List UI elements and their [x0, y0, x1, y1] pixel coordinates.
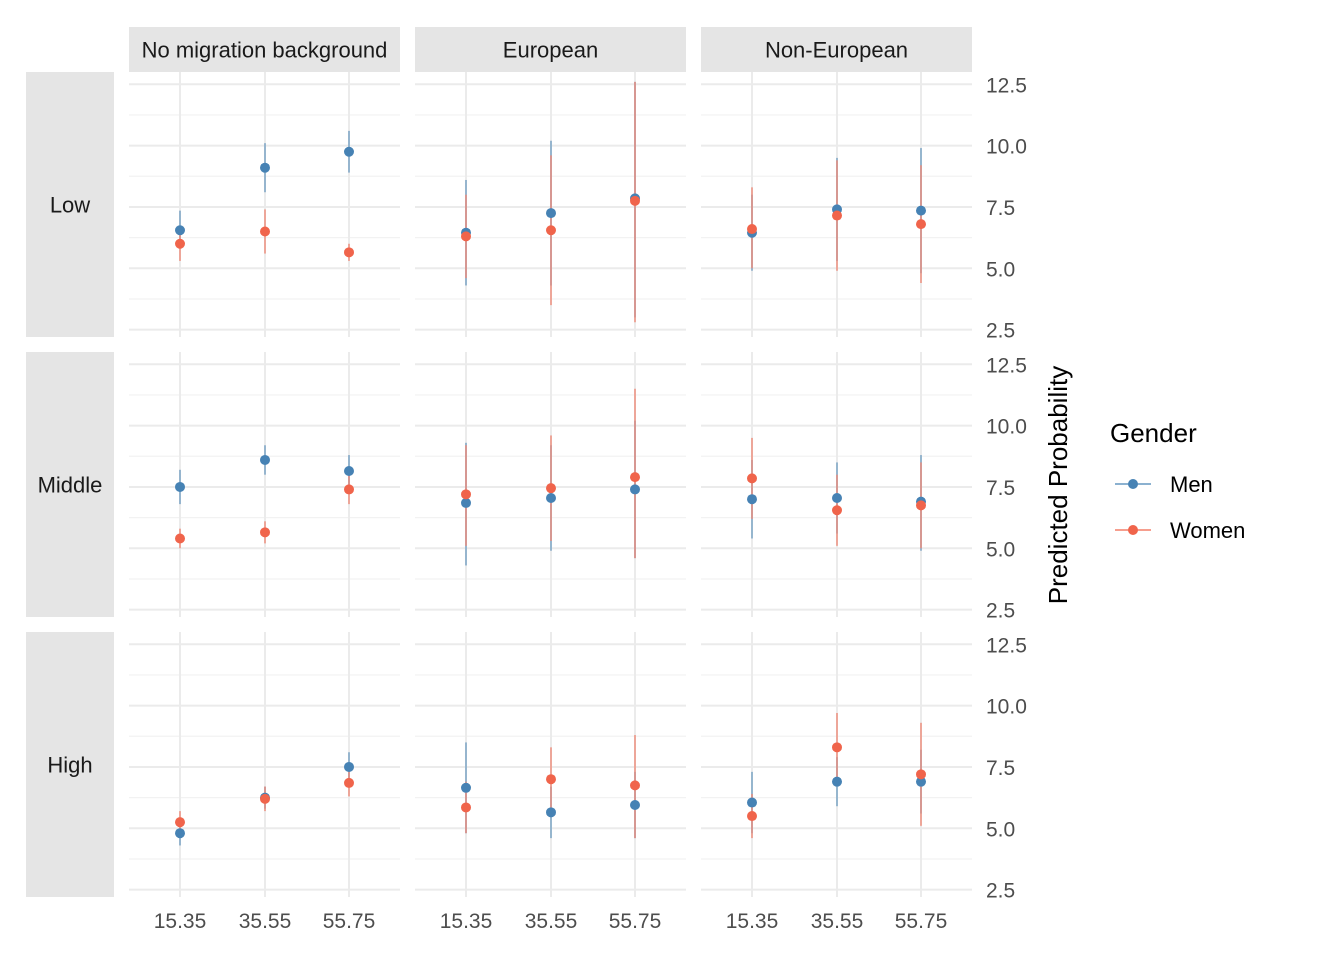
data-point-women	[260, 226, 270, 237]
data-point-men	[630, 799, 640, 810]
y-tick-label: 10.0	[986, 696, 1027, 719]
data-point-men	[260, 162, 270, 173]
data-point-men	[546, 208, 556, 219]
data-point-men	[344, 146, 354, 157]
data-point-men	[546, 807, 556, 818]
y-tick-label: 2.5	[986, 600, 1015, 623]
x-tick-label: 55.75	[323, 910, 376, 933]
row-strip	[26, 72, 114, 337]
x-tick-label: 15.35	[440, 910, 493, 933]
y-tick-label: 12.5	[986, 634, 1027, 657]
data-point-men	[916, 776, 926, 787]
data-point-men	[175, 481, 185, 492]
data-point-women	[747, 224, 757, 235]
data-point-men	[461, 497, 471, 508]
data-point-women	[832, 505, 842, 516]
data-point-men	[832, 492, 842, 503]
x-tick-label: 35.55	[239, 910, 292, 933]
data-point-women	[546, 225, 556, 236]
y-axis-title: Predicted Probability	[1043, 366, 1073, 604]
legend-key-point	[1128, 525, 1138, 535]
row-strip	[26, 352, 114, 617]
data-point-men	[916, 205, 926, 216]
data-point-men	[175, 225, 185, 236]
legend-key-point	[1128, 479, 1138, 489]
y-tick-label: 5.0	[986, 818, 1015, 841]
y-tick-label: 5.0	[986, 538, 1015, 561]
data-point-women	[344, 777, 354, 788]
x-tick-label: 15.35	[154, 910, 207, 933]
data-point-women	[260, 793, 270, 804]
y-tick-label: 2.5	[986, 320, 1015, 343]
data-point-men	[461, 782, 471, 793]
data-point-women	[175, 533, 185, 544]
column-strip-label: No migration background	[142, 38, 388, 63]
data-point-women	[175, 238, 185, 249]
data-point-men	[344, 761, 354, 772]
column-strip-label: Non-European	[765, 38, 908, 63]
data-point-women	[260, 527, 270, 538]
data-point-men	[344, 466, 354, 477]
y-tick-label: 7.5	[986, 757, 1015, 780]
data-point-women	[832, 210, 842, 221]
data-point-women	[916, 769, 926, 780]
data-point-women	[747, 811, 757, 822]
legend-label: Women	[1170, 518, 1245, 543]
data-point-women	[344, 247, 354, 258]
column-strip-label: European	[503, 38, 598, 63]
y-tick-label: 12.5	[986, 354, 1027, 377]
legend-title: Gender	[1110, 418, 1197, 448]
data-point-women	[461, 231, 471, 242]
data-point-women	[175, 817, 185, 828]
x-tick-label: 55.75	[895, 910, 948, 933]
data-point-women	[546, 483, 556, 494]
data-point-men	[260, 454, 270, 465]
data-point-women	[630, 472, 640, 483]
data-point-women	[832, 742, 842, 753]
y-tick-label: 5.0	[986, 258, 1015, 281]
data-point-men	[175, 828, 185, 839]
x-tick-label: 55.75	[609, 910, 662, 933]
data-point-men	[630, 484, 640, 495]
data-point-men	[832, 776, 842, 787]
data-point-men	[747, 494, 757, 505]
data-point-women	[344, 484, 354, 495]
legend-label: Men	[1170, 472, 1213, 497]
row-strip-label: Middle	[38, 473, 103, 498]
y-tick-label: 7.5	[986, 477, 1015, 500]
data-point-women	[630, 780, 640, 791]
y-tick-label: 7.5	[986, 197, 1015, 220]
y-tick-label: 10.0	[986, 136, 1027, 159]
row-strip-label: High	[47, 753, 92, 778]
data-point-women	[747, 473, 757, 484]
row-strip-label: Low	[50, 193, 90, 218]
data-point-women	[461, 489, 471, 500]
row-strip	[26, 632, 114, 897]
y-tick-label: 2.5	[986, 880, 1015, 903]
data-point-women	[461, 802, 471, 813]
x-tick-label: 35.55	[525, 910, 578, 933]
x-tick-label: 35.55	[811, 910, 864, 933]
column-strip	[701, 27, 972, 72]
column-strip	[129, 27, 400, 72]
data-point-women	[630, 195, 640, 206]
column-strip	[415, 27, 686, 72]
data-point-men	[747, 797, 757, 808]
data-point-women	[546, 774, 556, 785]
x-tick-label: 15.35	[726, 910, 779, 933]
y-tick-label: 10.0	[986, 416, 1027, 439]
data-point-women	[916, 500, 926, 511]
data-point-men	[546, 492, 556, 503]
y-tick-label: 12.5	[986, 74, 1027, 97]
data-point-women	[916, 219, 926, 230]
